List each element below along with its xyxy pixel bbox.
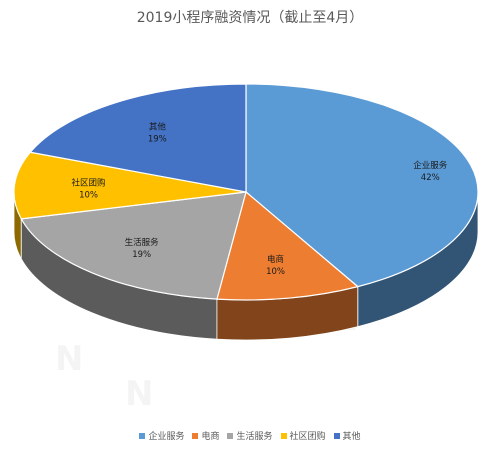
legend-label: 社区团购: [289, 432, 326, 442]
slice-value-label: 42%: [421, 173, 440, 183]
legend-item[interactable]: 社区团购: [280, 429, 326, 442]
pie-slice-4[interactable]: [29, 83, 247, 193]
legend-label: 电商: [201, 432, 220, 442]
slice-value-label: 10%: [266, 267, 285, 277]
legend-swatch: [333, 432, 340, 439]
pie-slice-2[interactable]: [20, 191, 247, 300]
slice-category-label: 生活服务: [125, 237, 160, 248]
watermark-logo: N: [125, 374, 153, 414]
slice-value-label: 19%: [132, 250, 151, 260]
legend: 企业服务 电商 生活服务 社区团购 其他: [0, 429, 500, 442]
legend-swatch: [139, 432, 146, 439]
legend-label: 企业服务: [148, 432, 185, 442]
chart-title: 2019小程序融资情况（截止至4月）: [136, 10, 364, 26]
legend-item[interactable]: 其他: [333, 429, 361, 442]
slice-category-label: 企业服务: [413, 160, 448, 171]
legend-item[interactable]: 电商: [192, 429, 219, 442]
legend-item[interactable]: 生活服务: [227, 429, 273, 442]
legend-swatch: [280, 432, 287, 439]
slice-category-label: 其他: [149, 121, 167, 132]
slice-value-label: 10%: [79, 190, 98, 200]
pie-slice-1[interactable]: [216, 190, 360, 301]
slice-category-label: 电商: [267, 254, 284, 265]
legend-item[interactable]: 企业服务: [139, 429, 184, 442]
pie-slice-3[interactable]: [13, 151, 247, 220]
legend-swatch: [192, 432, 199, 439]
slice-category-label: 社区团购: [72, 177, 106, 188]
legend-swatch: [227, 432, 234, 439]
slice-value-label: 19%: [148, 134, 167, 144]
watermark-logo: N: [55, 339, 83, 379]
legend-label: 其他: [342, 432, 361, 442]
legend-label: 生活服务: [236, 432, 273, 442]
pie-slice-0[interactable]: [245, 83, 479, 288]
